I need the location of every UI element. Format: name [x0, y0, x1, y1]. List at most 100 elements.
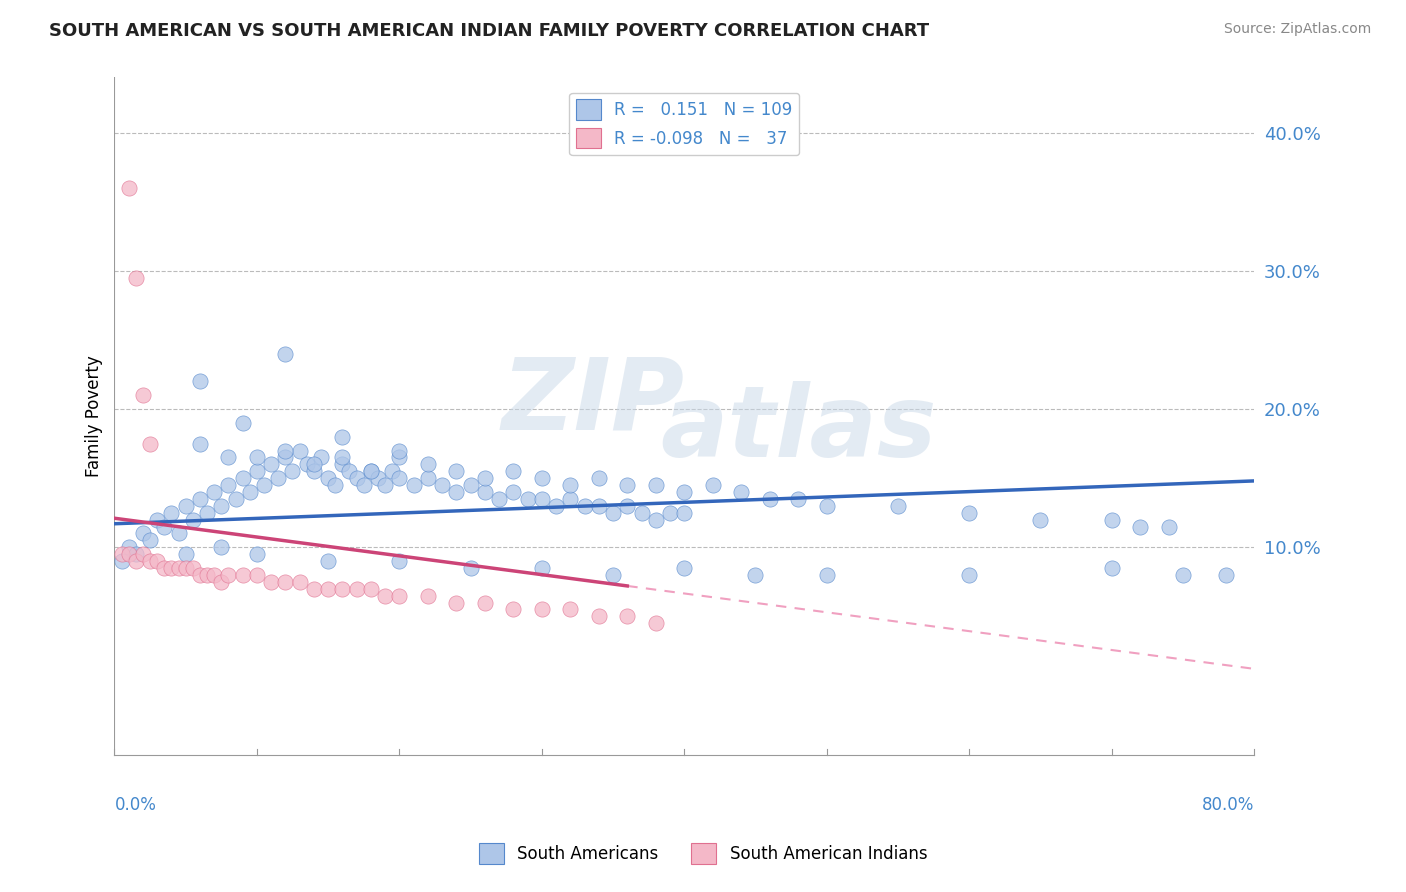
Point — [588, 609, 610, 624]
Point — [339, 464, 361, 478]
Point — [516, 491, 538, 506]
Point — [588, 499, 610, 513]
Point — [602, 567, 624, 582]
Point — [1215, 567, 1237, 582]
Point — [446, 464, 468, 478]
Point — [302, 458, 325, 472]
Point — [381, 464, 404, 478]
Point — [174, 561, 197, 575]
Point — [224, 491, 246, 506]
Point — [188, 491, 211, 506]
Point — [167, 561, 190, 575]
Point — [202, 567, 225, 582]
Point — [246, 567, 269, 582]
Point — [430, 478, 453, 492]
Point — [474, 485, 496, 500]
Point — [630, 506, 652, 520]
Point — [616, 478, 638, 492]
Point — [246, 450, 269, 465]
Point — [125, 554, 148, 568]
Point — [446, 595, 468, 609]
Point — [1129, 519, 1152, 533]
Point — [132, 526, 155, 541]
Point — [125, 547, 148, 561]
Point — [110, 554, 132, 568]
Point — [209, 541, 232, 555]
Point — [1171, 567, 1194, 582]
Point — [316, 554, 339, 568]
Point — [659, 506, 682, 520]
Point — [530, 602, 553, 616]
Point — [560, 491, 582, 506]
Point — [388, 443, 411, 458]
Point — [202, 485, 225, 500]
Point — [360, 464, 382, 478]
Point — [502, 602, 524, 616]
Point — [274, 450, 297, 465]
Point — [146, 513, 169, 527]
Text: atlas: atlas — [659, 381, 936, 478]
Point — [302, 464, 325, 478]
Text: 80.0%: 80.0% — [1202, 796, 1254, 814]
Point — [217, 478, 239, 492]
Point — [474, 595, 496, 609]
Point — [132, 547, 155, 561]
Point — [957, 506, 980, 520]
Point — [673, 506, 696, 520]
Point — [232, 416, 254, 430]
Point — [232, 471, 254, 485]
Point — [346, 582, 368, 596]
Text: ZIP: ZIP — [502, 354, 685, 451]
Point — [730, 485, 752, 500]
Point — [367, 471, 389, 485]
Text: 0.0%: 0.0% — [114, 796, 156, 814]
Point — [530, 491, 553, 506]
Point — [544, 499, 567, 513]
Point — [195, 506, 218, 520]
Point — [160, 561, 183, 575]
Point — [295, 458, 318, 472]
Point — [195, 567, 218, 582]
Point — [246, 547, 269, 561]
Point — [316, 471, 339, 485]
Point — [246, 464, 269, 478]
Point — [309, 450, 332, 465]
Point — [616, 499, 638, 513]
Point — [330, 430, 353, 444]
Point — [644, 513, 666, 527]
Point — [239, 485, 262, 500]
Point — [153, 519, 176, 533]
Point — [209, 574, 232, 589]
Point — [474, 471, 496, 485]
Point — [1101, 513, 1123, 527]
Point — [560, 602, 582, 616]
Point — [232, 567, 254, 582]
Point — [217, 567, 239, 582]
Point — [815, 499, 838, 513]
Point — [181, 561, 204, 575]
Point — [374, 589, 396, 603]
Y-axis label: Family Poverty: Family Poverty — [86, 355, 103, 477]
Point — [132, 388, 155, 402]
Point — [353, 478, 375, 492]
Point — [644, 616, 666, 631]
Point — [360, 582, 382, 596]
Point — [1029, 513, 1052, 527]
Point — [110, 547, 132, 561]
Point — [188, 436, 211, 450]
Point — [1157, 519, 1180, 533]
Point — [174, 547, 197, 561]
Legend: South Americans, South American Indians: South Americans, South American Indians — [472, 837, 934, 871]
Point — [787, 491, 810, 506]
Point — [887, 499, 910, 513]
Point — [217, 450, 239, 465]
Point — [488, 491, 510, 506]
Point — [744, 567, 766, 582]
Point — [530, 471, 553, 485]
Point — [673, 561, 696, 575]
Point — [530, 561, 553, 575]
Point — [260, 574, 283, 589]
Point — [446, 485, 468, 500]
Point — [402, 478, 425, 492]
Point — [815, 567, 838, 582]
